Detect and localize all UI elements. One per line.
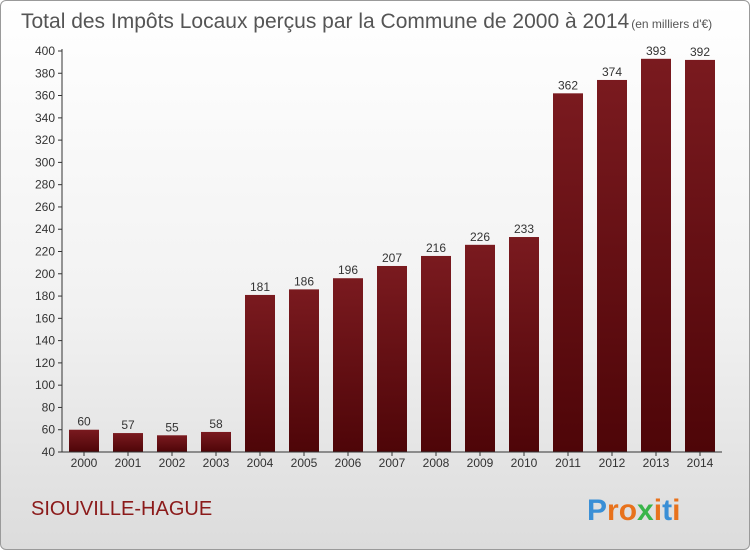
bar-2011 xyxy=(553,93,583,453)
data-label-2009: 226 xyxy=(470,230,490,244)
bar-2005 xyxy=(289,289,319,452)
data-label-2000: 60 xyxy=(77,415,91,429)
bar-2001 xyxy=(113,433,143,452)
bar-2008 xyxy=(421,255,451,452)
bar-2012 xyxy=(597,79,627,452)
bar-2000 xyxy=(69,429,99,452)
logo-letter: i xyxy=(654,494,662,527)
proxiti-logo[interactable]: Proxiti xyxy=(587,494,680,527)
data-label-2001: 57 xyxy=(121,418,135,432)
x-tick-label-2006: 2006 xyxy=(335,456,362,470)
y-tick-label: 140 xyxy=(35,334,55,348)
bar-2002 xyxy=(157,435,187,452)
y-tick-label: 100 xyxy=(35,378,55,392)
y-tick-label: 320 xyxy=(35,133,55,147)
y-tick-label: 360 xyxy=(35,89,55,103)
data-label-2008: 216 xyxy=(426,241,446,255)
y-tick-label: 160 xyxy=(35,311,55,325)
bar-2014 xyxy=(685,59,715,453)
y-tick-label: 60 xyxy=(42,423,56,437)
y-tick-label: 380 xyxy=(35,66,55,80)
data-label-2013: 393 xyxy=(646,44,666,58)
x-tick-label-2007: 2007 xyxy=(379,456,406,470)
logo-letter: t xyxy=(662,494,672,527)
x-tick-label-2014: 2014 xyxy=(687,456,714,470)
data-label-2003: 58 xyxy=(209,417,223,431)
logo-letter: o xyxy=(619,494,637,527)
x-tick-label-2005: 2005 xyxy=(291,456,318,470)
bar-2006 xyxy=(333,278,363,452)
bar-2003 xyxy=(201,431,231,452)
data-label-2014: 392 xyxy=(690,45,710,59)
logo-letter: i xyxy=(672,494,680,527)
y-tick-label: 340 xyxy=(35,111,55,125)
commune-name: SIOUVILLE-HAGUE xyxy=(31,498,212,520)
x-tick-label-2009: 2009 xyxy=(467,456,494,470)
x-tick-label-2002: 2002 xyxy=(159,456,186,470)
bar-2010 xyxy=(509,237,539,452)
y-tick-label: 120 xyxy=(35,356,55,370)
bar-2009 xyxy=(465,244,495,452)
data-label-2012: 374 xyxy=(602,65,622,79)
x-tick-label-2003: 2003 xyxy=(203,456,230,470)
chart-title-unit: (en milliers d'€) xyxy=(631,17,712,31)
y-tick-label: 260 xyxy=(35,200,55,214)
x-tick-label-2011: 2011 xyxy=(555,456,581,470)
y-tick-label: 240 xyxy=(35,222,55,236)
data-label-2002: 55 xyxy=(165,420,179,434)
data-label-2007: 207 xyxy=(382,251,402,265)
y-tick-label: 400 xyxy=(35,44,55,58)
data-label-2005: 186 xyxy=(294,274,314,288)
x-tick-label-2012: 2012 xyxy=(599,456,626,470)
bar-2007 xyxy=(377,265,407,452)
bars: 60 57 55 58 181 186 196 207 216 226 233 362 374 393 39… xyxy=(69,44,715,453)
y-tick-label: 180 xyxy=(35,289,55,303)
logo-letter: r xyxy=(607,494,619,527)
data-label-2011: 362 xyxy=(558,78,578,92)
data-label-2010: 233 xyxy=(514,222,534,236)
y-tick-label: 300 xyxy=(35,155,55,169)
y-tick-label: 220 xyxy=(35,245,55,259)
chart-title-main: Total des Impôts Locaux perçus par la Co… xyxy=(21,10,630,33)
x-axis: 2000 2001 2002 2003 2004 2005 2006 2007 2008 2009… xyxy=(62,451,722,470)
logo-letter: P xyxy=(587,494,607,527)
x-tick-label-2000: 2000 xyxy=(71,456,98,470)
y-tick-label: 40 xyxy=(42,445,56,459)
chart-title: Total des Impôts Locaux perçus par la Co… xyxy=(21,10,712,33)
x-tick-label-2013: 2013 xyxy=(643,456,670,470)
x-tick-label-2001: 2001 xyxy=(115,456,142,470)
y-tick-label: 80 xyxy=(42,400,56,414)
bar-2013 xyxy=(641,58,671,453)
x-tick-label-2010: 2010 xyxy=(511,456,538,470)
y-axis: 40 60 80 100 120 140 160 180 200 220 240 260 280 300 3… xyxy=(35,44,63,459)
x-tick-label-2004: 2004 xyxy=(247,456,274,470)
data-label-2006: 196 xyxy=(338,263,358,277)
logo-letter: x xyxy=(637,494,654,527)
y-tick-label: 280 xyxy=(35,178,55,192)
data-label-2004: 181 xyxy=(250,280,270,294)
y-tick-label: 200 xyxy=(35,267,55,281)
x-tick-label-2008: 2008 xyxy=(423,456,450,470)
bar-2004 xyxy=(245,294,275,452)
